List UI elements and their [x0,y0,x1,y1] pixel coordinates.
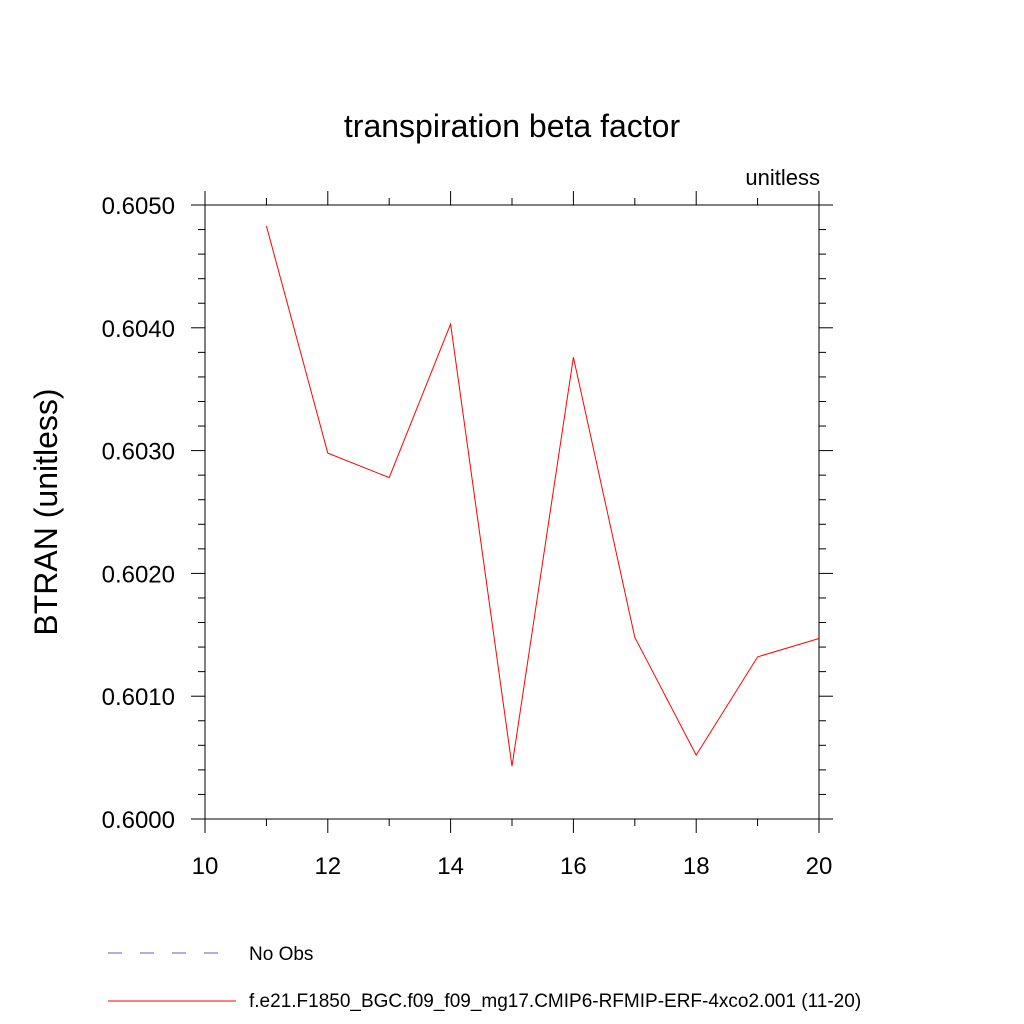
axis-ticks [191,191,833,833]
y-tick-label: 0.6030 [102,439,175,466]
y-tick-label: 0.6050 [102,193,175,220]
axis-tick-labels: 10 12 14 16 18 20 0.6000 0.6010 0.6020 0.6030 0.60… [102,193,833,880]
unit-label: unitless [745,165,820,190]
legend-label-model-run: f.e21.F1850_BGC.f09_f09_mg17.CMIP6-RFMIP… [249,991,861,1012]
x-tick-label: 18 [683,853,710,880]
legend: No Obs f.e21.F1850_BGC.f09_f09_mg17.CMIP… [108,944,861,1012]
x-tick-label: 16 [560,853,587,880]
series-lines [265,225,820,767]
x-tick-label: 14 [437,853,464,880]
y-tick-label: 0.6020 [102,561,175,588]
y-tick-label: 0.6040 [102,316,175,343]
y-tick-label: 0.6000 [102,807,175,834]
plot-frame [204,204,820,820]
legend-label-no-obs: No Obs [249,944,313,965]
x-tick-label: 12 [314,853,341,880]
legend-entry-model-run: f.e21.F1850_BGC.f09_f09_mg17.CMIP6-RFMIP… [108,991,861,1012]
y-tick-label: 0.6010 [102,684,175,711]
chart-title: transpiration beta factor [344,108,681,144]
x-tick-label: 10 [192,853,219,880]
x-tick-label: 20 [806,853,833,880]
series-line-1 [265,225,820,767]
legend-entry-no-obs: No Obs [108,944,313,965]
y-axis-label: BTRAN (unitless) [28,388,64,635]
